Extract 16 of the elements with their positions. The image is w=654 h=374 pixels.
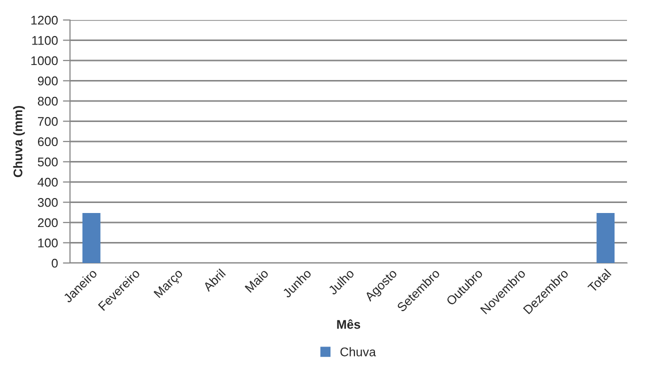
y-tick-label: 300 [38,198,58,207]
y-tick-label: 500 [38,158,58,166]
y-tick-label: 1100 [32,36,58,45]
x-axis-title: Mês [337,319,360,329]
y-tick-label: 900 [38,76,58,86]
y-tick-label: 200 [38,218,58,228]
y-tick-label: 700 [38,117,58,126]
y-tick-label: 1000 [31,56,58,66]
y-axis-title: Chuva (mm) [13,106,25,178]
y-tick-label: 0 [52,258,58,268]
y-tick-label: 800 [38,96,58,106]
y-tick-label: 100 [38,238,58,248]
y-tick-label: 1200 [31,16,58,25]
y-tick-label: 400 [38,178,58,187]
y-tick-label: 600 [38,137,58,146]
legend-label: Chuva [340,347,376,356]
